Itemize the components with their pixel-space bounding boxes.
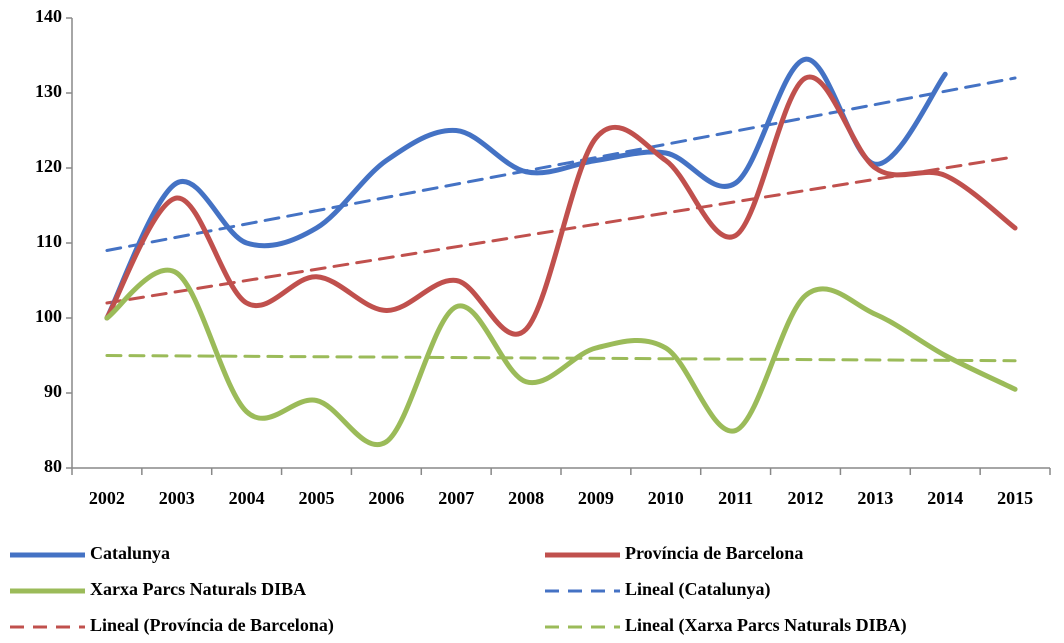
x-tick-label: 2011 [718,488,753,508]
x-tick-label: 2002 [89,488,125,508]
legend-label: Lineal (Catalunya) [625,579,771,600]
x-tick-label: 2015 [997,488,1033,508]
series-line [104,56,948,321]
x-tick-label: 2012 [788,488,824,508]
y-tick-label: 90 [44,381,62,401]
legend-label: Província de Barcelona [625,543,803,563]
y-tick-label: 120 [35,156,62,176]
legend-label: Lineal (Xarxa Parcs Naturals DIBA) [625,615,907,636]
y-tick-label: 130 [35,81,62,101]
trend-line [105,354,1017,363]
x-tick-label: 2004 [229,488,265,508]
x-tick-label: 2009 [578,488,614,508]
y-tick-label: 110 [36,231,62,251]
y-tick-label: 100 [35,306,62,326]
x-tick-label: 2014 [927,488,963,508]
y-tick-label: 80 [44,456,62,476]
series-line [104,267,1018,447]
y-tick-label: 140 [35,6,62,26]
series-line [104,74,1018,337]
x-tick-label: 2006 [368,488,404,508]
x-tick-label: 2003 [159,488,195,508]
x-tick-label: 2010 [648,488,684,508]
x-tick-label: 2008 [508,488,544,508]
x-tick-label: 2007 [438,488,474,508]
x-tick-label: 2013 [857,488,893,508]
trend-line [105,76,1017,252]
legend-label: Catalunya [90,543,170,563]
x-tick-label: 2005 [299,488,335,508]
legend-label: Xarxa Parcs Naturals DIBA [90,579,306,599]
legend-label: Lineal (Província de Barcelona) [90,615,334,636]
